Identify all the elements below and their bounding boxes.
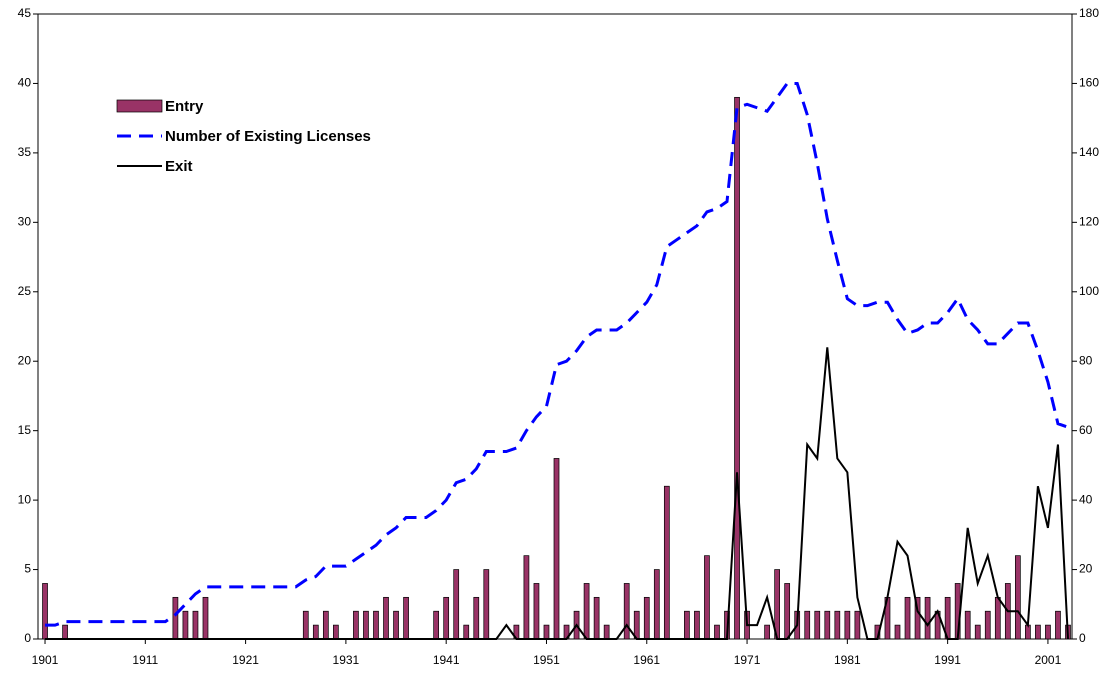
x-tick-label: 1921 [232, 653, 259, 667]
bar [984, 610, 991, 640]
bar [633, 610, 640, 640]
x-tick-label: 2001 [1035, 653, 1062, 667]
bar [994, 596, 1001, 640]
bar [653, 569, 660, 640]
bar [924, 596, 931, 640]
y2-tick-label: 20 [1079, 562, 1093, 576]
x-tick-label: 1941 [433, 653, 460, 667]
line [45, 81, 1069, 627]
bar [834, 610, 841, 640]
bar [764, 624, 770, 640]
bar [914, 596, 921, 640]
bar [463, 624, 470, 640]
bar [964, 610, 971, 640]
x-tick-label: 1961 [633, 653, 660, 667]
x-tick-label: 1931 [333, 653, 360, 667]
bar [302, 610, 309, 640]
y-tick-label: 45 [18, 6, 32, 20]
x-tick-label: 1991 [934, 653, 961, 667]
y-tick-label: 10 [18, 492, 32, 506]
bar [333, 624, 339, 640]
bar [403, 596, 409, 640]
y2-tick-label: 120 [1079, 215, 1099, 229]
legend-label: Entry [165, 98, 204, 115]
bar [704, 555, 710, 640]
bar [62, 624, 68, 640]
bar [603, 624, 610, 640]
bar [623, 583, 630, 640]
bar [543, 624, 550, 640]
bar [483, 569, 490, 640]
bar [784, 583, 791, 640]
y-tick-label: 0 [24, 631, 31, 645]
bar [844, 610, 851, 640]
bar [894, 624, 901, 640]
y2-tick-label: 160 [1079, 76, 1099, 90]
bar [473, 596, 480, 640]
bar [1055, 610, 1061, 640]
bar [854, 610, 861, 640]
bar [42, 583, 48, 640]
bar [322, 610, 329, 640]
x-tick-label: 1911 [132, 653, 158, 667]
y2-tick-label: 60 [1079, 423, 1093, 437]
bar [433, 610, 440, 640]
bar [353, 610, 359, 640]
x-tick-label: 1971 [734, 653, 761, 667]
bar [714, 624, 720, 640]
bar [383, 596, 389, 640]
bar [904, 596, 911, 640]
bar [553, 458, 560, 640]
y-tick-label: 15 [18, 423, 32, 437]
bar [824, 610, 831, 640]
bar [974, 624, 981, 640]
legend-label: Number of Existing Licenses [165, 128, 371, 145]
bar [1014, 555, 1021, 640]
bar [1035, 624, 1041, 640]
y-tick-label: 20 [18, 353, 32, 367]
bar [814, 610, 821, 640]
bar [643, 596, 650, 640]
legend-label: Exit [165, 158, 193, 175]
bar [393, 610, 399, 640]
bar [593, 596, 600, 640]
y-tick-label: 25 [18, 284, 32, 298]
y2-tick-label: 180 [1079, 6, 1099, 20]
y-tick-label: 30 [18, 215, 32, 229]
bar [533, 583, 540, 640]
y-tick-label: 35 [18, 145, 32, 159]
line [45, 347, 1069, 640]
bar [523, 555, 530, 640]
bar [734, 96, 740, 640]
y2-tick-label: 40 [1079, 492, 1093, 506]
bar [443, 596, 450, 640]
y2-tick-label: 140 [1079, 145, 1099, 159]
bar [1025, 624, 1031, 640]
bar [694, 610, 700, 640]
x-tick-label: 1901 [32, 653, 59, 667]
bar [663, 485, 670, 640]
bar [453, 569, 460, 640]
bar [684, 610, 690, 640]
bar [192, 610, 199, 640]
y-tick-label: 40 [18, 76, 32, 90]
bar [583, 583, 590, 640]
y2-tick-label: 80 [1079, 353, 1093, 367]
bar [1045, 624, 1051, 640]
y2-tick-label: 0 [1079, 631, 1086, 645]
bar [182, 610, 189, 640]
bar [363, 610, 369, 640]
bar [312, 624, 319, 640]
bar [202, 596, 209, 640]
y-tick-label: 5 [24, 562, 31, 576]
bar [172, 596, 179, 640]
bar [373, 610, 379, 640]
legend-swatch [116, 99, 163, 113]
x-tick-label: 1951 [533, 653, 560, 667]
bar [804, 610, 811, 640]
x-tick-label: 1981 [834, 653, 861, 667]
y2-tick-label: 100 [1079, 284, 1099, 298]
